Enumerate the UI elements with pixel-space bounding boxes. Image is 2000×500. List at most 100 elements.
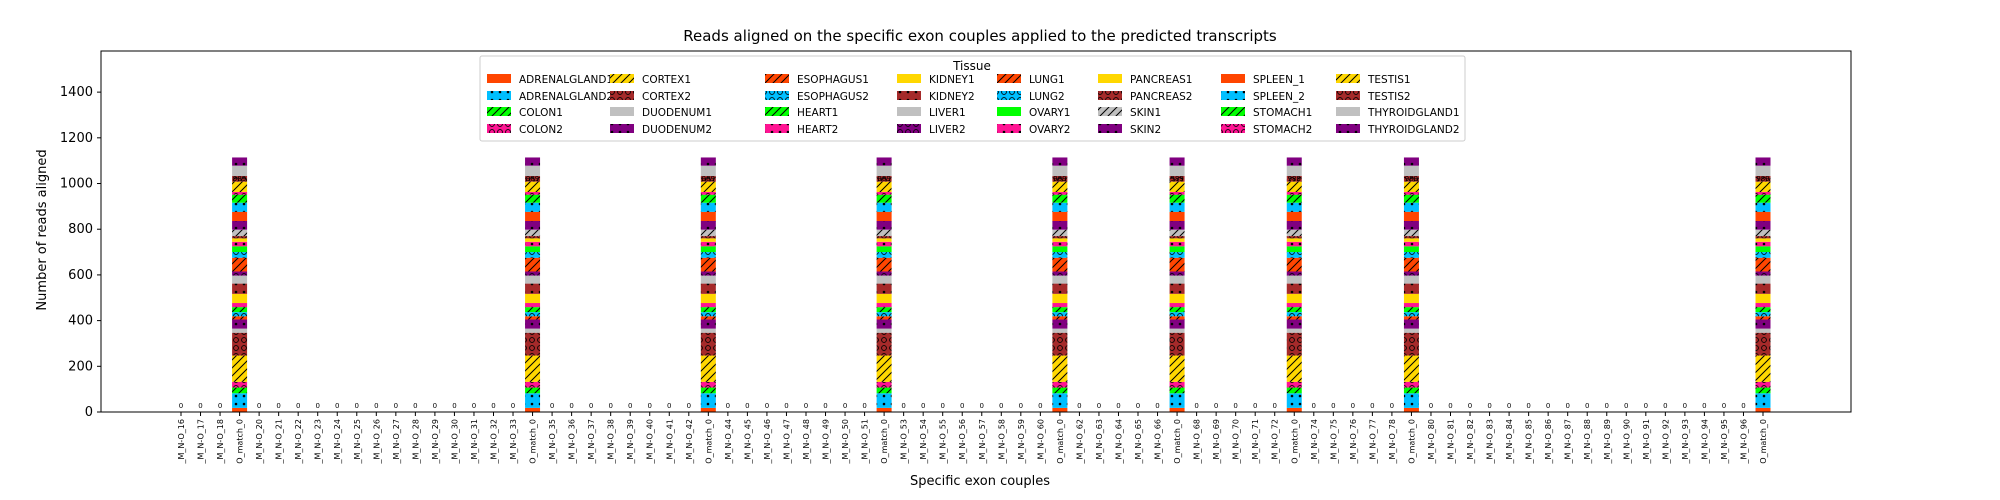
legend-swatch — [1221, 91, 1245, 100]
bar-segment-esophagus2 — [232, 312, 248, 317]
legend-swatch — [1221, 124, 1245, 133]
bar-segment-kidney2 — [1052, 283, 1068, 294]
legend-swatch — [610, 74, 634, 83]
legend-swatch — [897, 107, 921, 116]
bar-total-label: 989 — [1756, 175, 1769, 183]
bar-segment-liver2 — [876, 271, 892, 276]
x-tick-label: _M_N-O_41 — [665, 419, 674, 464]
bar-segment-esophagus1 — [700, 316, 716, 320]
x-tick-label: _M_N-O_16 — [177, 419, 186, 464]
bar-zero-label: 0 — [511, 402, 515, 410]
bar-segment-lung2 — [232, 252, 248, 258]
legend-label: TESTIS2 — [1367, 91, 1411, 103]
bar-zero-label: 0 — [804, 402, 808, 410]
bar-segment-colon1 — [1755, 387, 1771, 394]
bar-segment-thyroidgland1 — [876, 165, 892, 176]
x-tick-label: _M_N-O_63 — [1095, 419, 1104, 464]
bar-segment-pancreas2 — [876, 236, 892, 239]
legend-label: COLON1 — [519, 107, 563, 119]
bar-segment-skin1 — [232, 229, 248, 237]
bar-segment-colon2 — [1052, 381, 1068, 388]
x-tick-label: _M_N-O_31 — [470, 419, 479, 464]
bar-segment-duodenum1 — [1403, 328, 1419, 333]
x-tick-label: _M_N-O_94 — [1700, 419, 1709, 464]
bar-segment-heart1 — [1403, 307, 1419, 313]
bar-zero-label: 0 — [452, 402, 456, 410]
bar-segment-pancreas2 — [1403, 236, 1419, 239]
bar-segment-duodenum1 — [232, 328, 248, 333]
legend-item: SKIN1 — [1098, 107, 1161, 119]
bar-segment-stomach2 — [1755, 191, 1771, 195]
bar-segment-adrenalgland1 — [1755, 407, 1771, 412]
bar-segment-spleen_2 — [232, 202, 248, 212]
bar-segment-adrenalgland2 — [700, 393, 716, 408]
bar-segment-testis2 — [1169, 175, 1185, 182]
bar-segment-esophagus1 — [876, 316, 892, 320]
bar-segment-pancreas1 — [1169, 238, 1185, 242]
bar-segment-pancreas1 — [876, 238, 892, 242]
x-tick-label: _M_N-O_50 — [841, 419, 850, 464]
x-tick-label: _M_N-O_36 — [568, 419, 577, 464]
legend-item: LIVER2 — [897, 124, 966, 136]
bar-zero-label: 0 — [765, 402, 769, 410]
bar-zero-label: 0 — [374, 402, 378, 410]
legend-label: PANCREAS2 — [1130, 91, 1193, 103]
bar-zero-label: 0 — [1214, 402, 1218, 410]
legend-entries: ADRENALGLAND1 ADRENALGLAND2 COLON1 COLON2 CO… — [487, 74, 1460, 136]
bar-zero-label: 0 — [589, 402, 593, 410]
legend-label: STOMACH2 — [1253, 124, 1312, 136]
bar-segment-liver2 — [232, 271, 248, 276]
bar-segment-pancreas2 — [1169, 236, 1185, 239]
bar-segment-spleen_1 — [1403, 211, 1419, 221]
bar-segment-spleen_2 — [1286, 202, 1302, 212]
x-tick-label: _M_N-O_47 — [782, 419, 791, 464]
bar-segment-ovary1 — [1755, 246, 1771, 253]
legend-frame — [479, 55, 1466, 142]
bar-segment-stomach1 — [1286, 194, 1302, 203]
bar-segment-adrenalgland2 — [1286, 393, 1302, 408]
bars-layer: 0 0 0 989 0 0 0 0 0 0 0 0 0 0 0 0 0 0 989 0 0 0 0 0 0 0 0 989 0 0 0 0 0 0… — [179, 157, 1771, 412]
bar-segment-heart1 — [1286, 307, 1302, 313]
bar-segment-kidney1 — [700, 293, 716, 304]
legend-item: STOMACH2 — [1221, 124, 1312, 136]
bar-segment-cortex2 — [1052, 332, 1068, 356]
x-tick-label: _M_N-O_30 — [450, 419, 459, 464]
x-tick-label: _M_N-O_78 — [1388, 419, 1397, 464]
bar-zero-label: 0 — [394, 402, 398, 410]
legend-label: LUNG2 — [1029, 91, 1065, 103]
bar-segment-skin2 — [1755, 220, 1771, 230]
x-axis-label: Specific exon couples — [910, 474, 1050, 489]
bar-segment-liver1 — [232, 275, 248, 284]
legend-item: PANCREAS2 — [1098, 91, 1193, 103]
bar-segment-duodenum1 — [1052, 328, 1068, 333]
bar-segment-cortex1 — [1169, 355, 1185, 382]
x-tick-label: _M_N-O_57 — [978, 419, 987, 464]
x-tick-label: O_match_0 — [1407, 419, 1416, 464]
bar-zero-label: 0 — [1136, 402, 1140, 410]
bar-segment-ovary2 — [700, 241, 716, 247]
legend-item: THYROIDGLAND2 — [1336, 124, 1460, 136]
bar-segment-colon2 — [1169, 381, 1185, 388]
bar-zero-label: 0 — [433, 402, 437, 410]
bar-zero-label: 0 — [1468, 402, 1472, 410]
bar-segment-cortex1 — [700, 355, 716, 382]
bar-segment-adrenalgland1 — [1286, 407, 1302, 412]
bar-zero-label: 0 — [1507, 402, 1511, 410]
legend-swatch — [897, 91, 921, 100]
x-tick-label: _M_N-O_75 — [1329, 419, 1338, 464]
x-tick-label: _M_N-O_74 — [1310, 419, 1319, 464]
bar-segment-thyroidgland2 — [876, 157, 892, 166]
bar-segment-kidney2 — [1403, 283, 1419, 294]
bar-segment-testis2 — [1286, 175, 1302, 182]
legend-swatch — [487, 74, 511, 83]
bar-segment-esophagus1 — [525, 316, 541, 320]
legend-swatch — [1098, 124, 1122, 133]
x-tick-label: _M_N-O_23 — [314, 419, 323, 464]
x-tick-label: _M_N-O_87 — [1564, 419, 1573, 464]
bar-zero-label: 0 — [1683, 402, 1687, 410]
bar-zero-label: 0 — [569, 402, 573, 410]
bar-segment-colon1 — [700, 387, 716, 394]
plot-frame — [100, 50, 1852, 413]
bar-segment-duodenum2 — [1169, 319, 1185, 329]
x-tick-label: _M_N-O_17 — [197, 419, 206, 464]
